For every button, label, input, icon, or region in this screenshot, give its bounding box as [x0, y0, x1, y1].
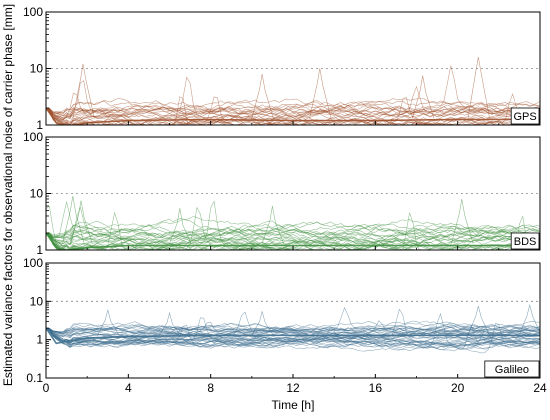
series-line — [46, 106, 540, 123]
series-line — [46, 206, 540, 246]
y-tick-label: 1 — [36, 333, 43, 347]
series-line — [46, 322, 540, 334]
series-group — [46, 303, 540, 354]
series-line — [46, 322, 540, 354]
series-line — [46, 102, 540, 120]
y-tick-label: 0.1 — [26, 371, 43, 385]
series-line — [46, 327, 540, 345]
series-line — [46, 228, 540, 247]
peak-line — [412, 75, 435, 119]
peak-line — [261, 205, 284, 244]
series-line — [46, 231, 540, 250]
x-axis: 0 4 8 12 16 20 24 — [43, 381, 547, 395]
peak-line — [519, 303, 540, 336]
series-group — [46, 196, 540, 250]
x-tick-label: 0 — [43, 381, 50, 395]
peak-line — [251, 311, 274, 336]
panel-label: Galileo — [495, 364, 529, 376]
x-tick-label: 16 — [369, 381, 383, 395]
series-line — [46, 102, 540, 121]
x-tick-label: 8 — [207, 381, 214, 395]
y-tick-label: 10 — [30, 62, 44, 76]
series-line — [46, 231, 540, 249]
y-tick-label: 100 — [23, 5, 43, 19]
series-line — [46, 107, 540, 125]
panel-label-box — [484, 360, 540, 378]
peak-line — [309, 68, 332, 119]
y-axis-title: Estimated variance factors for observati… — [1, 4, 15, 386]
series-line — [46, 93, 540, 125]
series-line — [46, 225, 540, 237]
y-tick-label: 1 — [36, 243, 43, 257]
y-tick-label: 100 — [23, 256, 43, 270]
series-line — [46, 325, 540, 334]
panel-label: BDS — [514, 236, 537, 248]
peak-line — [169, 208, 192, 244]
series-line — [46, 80, 540, 120]
panel-frame — [45, 262, 541, 379]
series-line — [46, 225, 540, 247]
peak-line — [97, 309, 120, 336]
series-line — [46, 327, 540, 350]
x-tick-label: 24 — [533, 381, 547, 395]
panel-bds: 1 10 100 BDS — [23, 130, 541, 257]
series-group — [46, 56, 540, 125]
peak-line — [451, 198, 474, 244]
x-axis-title: Time [h] — [272, 398, 315, 412]
peak-line — [70, 200, 93, 244]
peak-line — [72, 63, 95, 119]
series-line — [46, 98, 540, 114]
series-line — [46, 101, 540, 118]
panel-galileo: 0.1 1 10 100 Galileo — [23, 256, 541, 385]
y-tick-label: 1 — [36, 118, 43, 132]
chart-panels: 1 10 100 GPS 1 10 100 BDS 0.1 1 10 100 Galileo — [23, 5, 541, 385]
peak-line — [158, 311, 182, 336]
series-line — [46, 326, 540, 349]
y-tick-label: 10 — [30, 294, 44, 308]
panel-label-box — [510, 232, 540, 250]
series-line — [46, 98, 540, 114]
mean-line — [46, 327, 540, 345]
y-tick-label: 100 — [23, 130, 43, 144]
panel-label-box — [510, 107, 540, 125]
series-line — [46, 323, 540, 335]
x-tick-label: 4 — [125, 381, 132, 395]
series-line — [46, 219, 540, 238]
peak-line — [251, 73, 274, 119]
peak-line — [62, 196, 85, 244]
series-line — [46, 325, 540, 336]
x-tick-label: 20 — [451, 381, 465, 395]
panel-label: GPS — [513, 111, 536, 123]
y-tick-label: 10 — [30, 187, 44, 201]
mean-line — [46, 232, 540, 250]
x-tick-label: 12 — [286, 381, 300, 395]
series-line — [46, 65, 540, 117]
peak-line — [467, 56, 490, 119]
panel-gps: 1 10 100 GPS — [23, 5, 541, 132]
series-line — [46, 326, 540, 343]
series-line — [46, 216, 540, 236]
peak-line — [467, 306, 490, 336]
